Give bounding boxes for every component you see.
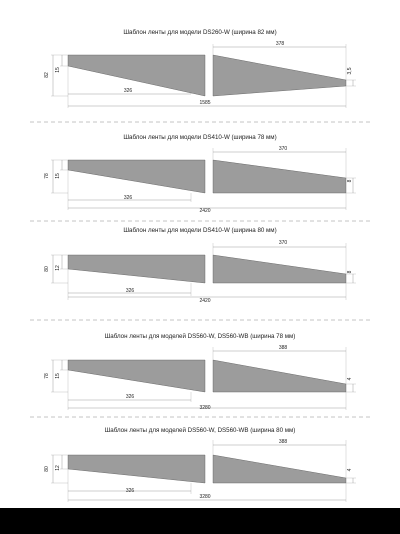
left-strip (67, 254, 206, 284)
right-height-label: 8 (347, 270, 353, 273)
template-2: Шаблон ленты для модели DS410-W (ширина … (44, 134, 356, 214)
width-label: 78 (44, 173, 50, 179)
template-title: Шаблон ленты для модели DS410-W (ширина … (123, 227, 276, 234)
right-height-label: 8 (347, 179, 353, 182)
right-height-label: 3,5 (347, 67, 353, 74)
template-title: Шаблон ленты для модели DS410-W (ширина … (123, 134, 276, 141)
left-height-label: 12 (55, 465, 61, 471)
left-length-label: 326 (124, 195, 133, 201)
right-length-label: 370 (279, 240, 288, 246)
width-label: 80 (44, 466, 50, 472)
left-height-label: 15 (55, 67, 61, 73)
width-label: 82 (44, 72, 50, 78)
total-length-label: 2420 (199, 208, 210, 214)
left-strip (67, 54, 206, 97)
template-4: Шаблон ленты для моделей DS560-W, DS560-… (44, 333, 356, 411)
template-3: Шаблон ленты для модели DS410-W (ширина … (44, 227, 356, 304)
template-title: Шаблон ленты для моделей DS560-W, DS560-… (105, 333, 296, 340)
template-1: Шаблон ленты для модели DS260-W (ширина … (44, 29, 356, 108)
template-title: Шаблон ленты для модели DS260-W (ширина … (123, 29, 276, 36)
right-height-label: 4 (347, 377, 353, 380)
total-length-label: 3280 (199, 405, 210, 411)
right-height-label: 4 (347, 468, 353, 471)
left-length-label: 326 (126, 288, 135, 294)
total-length-label: 3280 (199, 494, 210, 500)
left-height-label: 15 (55, 373, 61, 379)
total-length-label: 1585 (199, 100, 210, 106)
width-label: 78 (44, 373, 50, 379)
template-title: Шаблон ленты для моделей DS560-W, DS560-… (105, 427, 296, 434)
left-strip (67, 359, 206, 393)
right-length-label: 388 (279, 439, 288, 445)
right-length-label: 378 (276, 41, 285, 47)
left-strip (67, 159, 206, 194)
right-length-label: 388 (279, 345, 288, 351)
left-height-label: 15 (55, 173, 61, 179)
right-length-label: 370 (279, 146, 288, 152)
left-length-label: 326 (126, 488, 135, 494)
left-length-label: 326 (126, 394, 135, 400)
left-strip (67, 454, 206, 484)
total-length-label: 2420 (199, 298, 210, 304)
left-length-label: 326 (124, 88, 133, 94)
left-height-label: 12 (55, 265, 61, 271)
template-5: Шаблон ленты для моделей DS560-W, DS560-… (44, 427, 356, 502)
width-label: 80 (44, 266, 50, 272)
